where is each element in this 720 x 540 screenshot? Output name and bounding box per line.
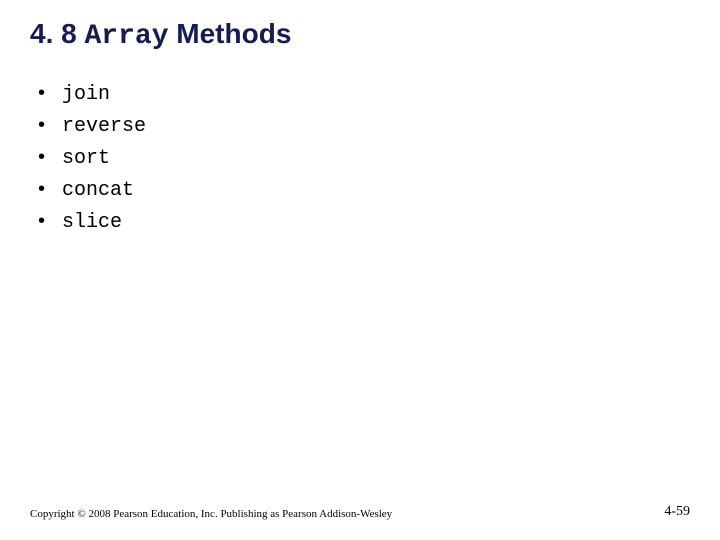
list-item-label: join — [62, 80, 110, 110]
list-item: • reverse — [38, 110, 146, 142]
list-item-label: sort — [62, 144, 110, 174]
slide-title: 4. 8 Array Methods — [30, 18, 291, 52]
list-item: • concat — [38, 174, 146, 206]
footer-copyright: Copyright © 2008 Pearson Education, Inc.… — [30, 508, 392, 520]
list-item-label: concat — [62, 176, 134, 206]
list-item-label: reverse — [62, 112, 146, 142]
title-section-number: 4. 8 — [30, 18, 77, 49]
bullet-icon: • — [38, 142, 62, 172]
title-rest: Methods — [176, 18, 291, 49]
bullet-icon: • — [38, 174, 62, 204]
title-code-word: Array — [84, 21, 168, 52]
bullet-list: • join • reverse • sort • concat • slice — [38, 78, 146, 238]
bullet-icon: • — [38, 110, 62, 140]
footer-page-number: 4-59 — [664, 504, 690, 520]
bullet-icon: • — [38, 78, 62, 108]
list-item: • sort — [38, 142, 146, 174]
list-item-label: slice — [62, 208, 122, 238]
list-item: • slice — [38, 206, 146, 238]
slide: 4. 8 Array Methods • join • reverse • so… — [0, 0, 720, 540]
bullet-icon: • — [38, 206, 62, 236]
list-item: • join — [38, 78, 146, 110]
